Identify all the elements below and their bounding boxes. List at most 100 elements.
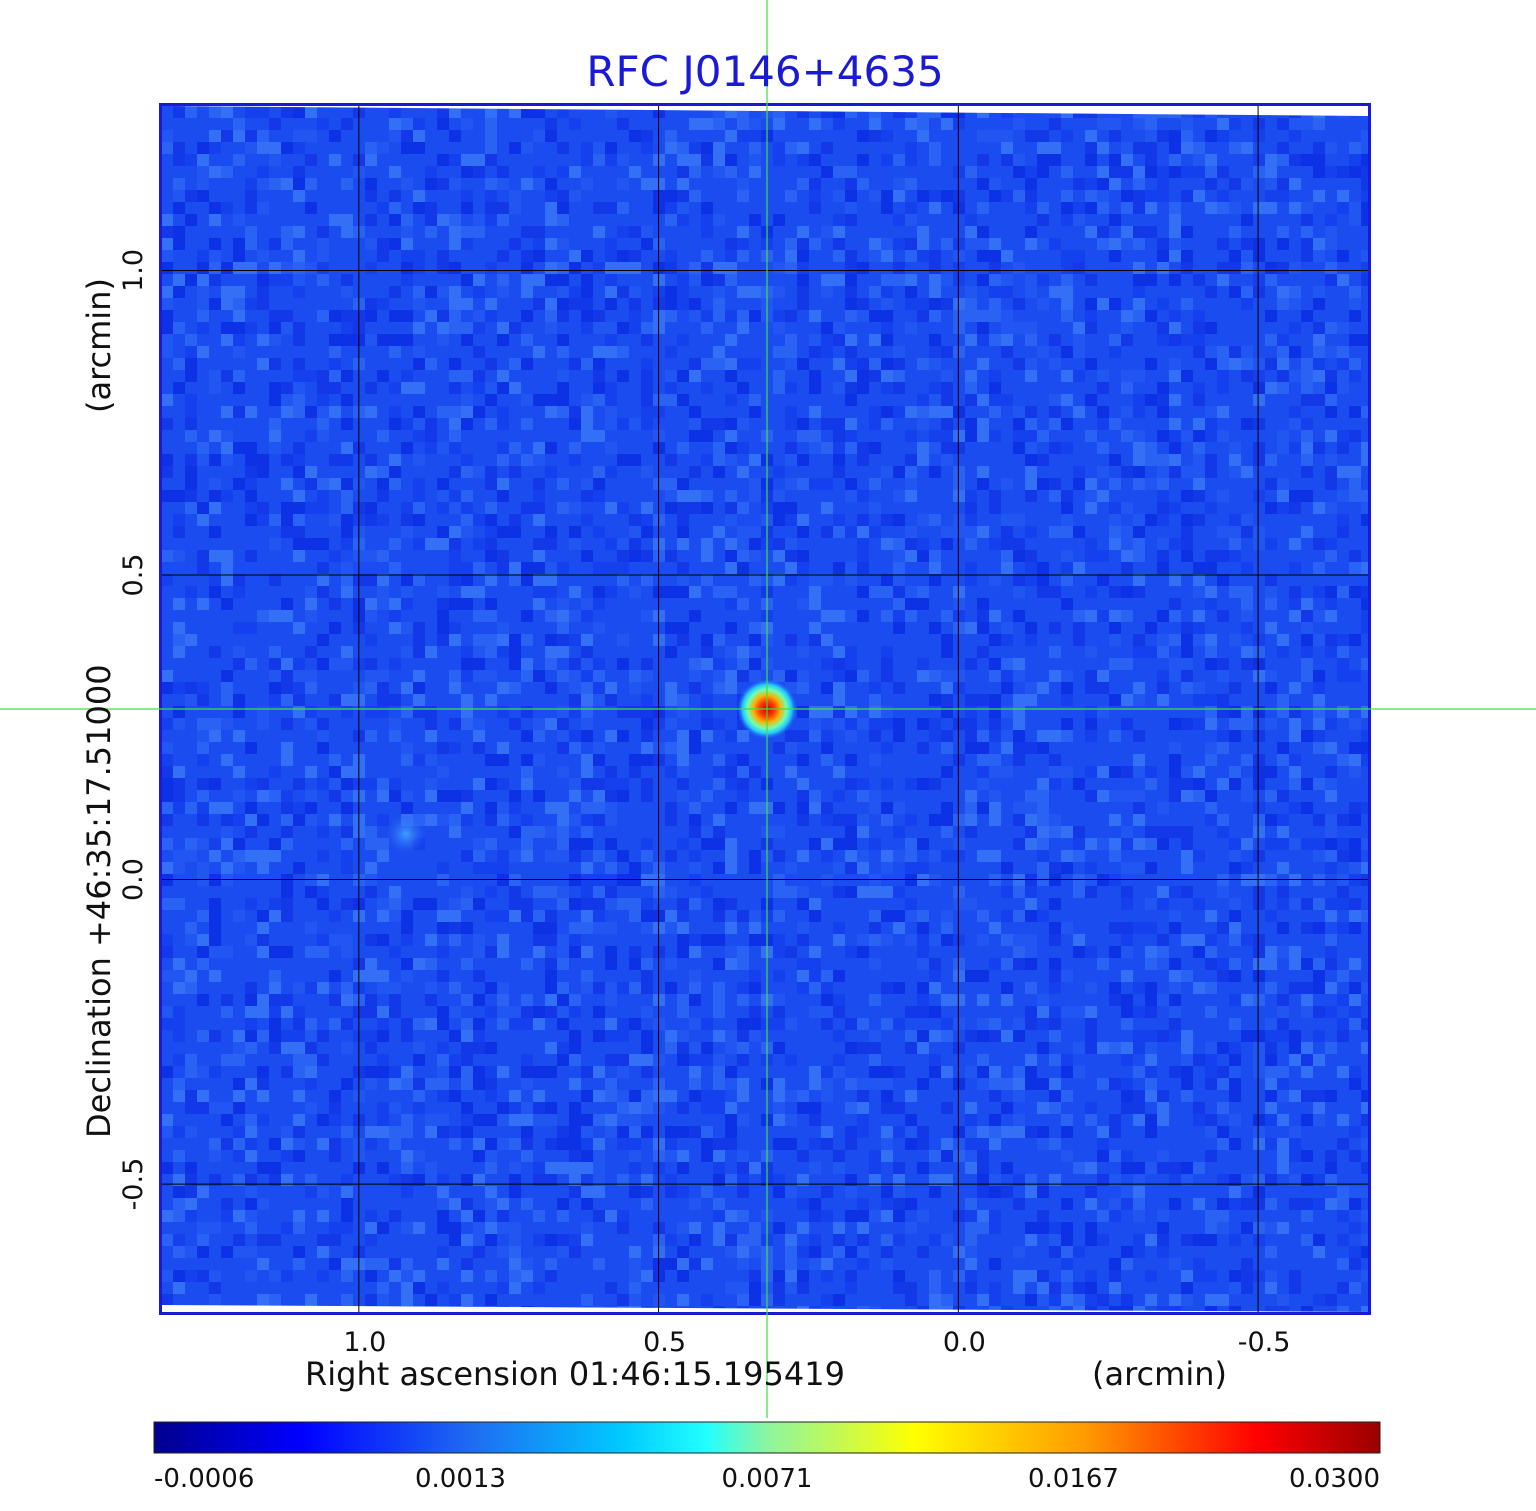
noise-pixel (809, 382, 821, 394)
noise-pixel (965, 310, 977, 322)
noise-pixel (1133, 1066, 1145, 1078)
noise-pixel (1085, 550, 1097, 562)
noise-pixel (665, 622, 677, 634)
noise-pixel (1073, 298, 1085, 310)
noise-pixel (1133, 982, 1145, 994)
noise-pixel (1181, 622, 1193, 634)
noise-pixel (1097, 1078, 1109, 1090)
noise-pixel (485, 838, 497, 850)
noise-pixel (953, 298, 965, 310)
noise-pixel (701, 382, 713, 394)
noise-pixel (221, 442, 233, 454)
noise-pixel (713, 1174, 725, 1186)
noise-pixel (389, 382, 401, 394)
noise-pixel (833, 442, 845, 454)
noise-pixel (1037, 802, 1049, 814)
noise-pixel (365, 238, 377, 250)
noise-pixel (1157, 334, 1169, 346)
noise-pixel (965, 1162, 977, 1174)
noise-pixel (1025, 622, 1037, 634)
noise-pixel (869, 250, 881, 262)
noise-pixel (1001, 322, 1013, 334)
noise-pixel (1073, 850, 1085, 862)
noise-pixel (497, 910, 509, 922)
noise-pixel (1361, 454, 1369, 466)
noise-pixel (593, 586, 605, 598)
noise-pixel (485, 634, 497, 646)
noise-pixel (401, 742, 413, 754)
noise-pixel (1229, 526, 1241, 538)
noise-pixel (1277, 946, 1289, 958)
noise-pixel (497, 1138, 509, 1150)
noise-pixel (1109, 202, 1121, 214)
noise-pixel (809, 970, 821, 982)
noise-pixel (1001, 754, 1013, 766)
noise-pixel (317, 382, 329, 394)
noise-pixel (473, 154, 485, 166)
noise-pixel (1313, 658, 1325, 670)
noise-pixel (245, 850, 257, 862)
noise-pixel (233, 766, 245, 778)
noise-pixel (233, 286, 245, 298)
noise-pixel (569, 1126, 581, 1138)
noise-pixel (713, 154, 725, 166)
noise-pixel (917, 310, 929, 322)
noise-pixel (269, 970, 281, 982)
noise-pixel (569, 670, 581, 682)
noise-pixel (497, 622, 509, 634)
noise-pixel (1073, 178, 1085, 190)
noise-pixel (617, 802, 629, 814)
noise-pixel (437, 226, 449, 238)
noise-pixel (305, 634, 317, 646)
noise-pixel (185, 298, 197, 310)
noise-pixel (593, 754, 605, 766)
noise-pixel (1181, 130, 1193, 142)
noise-pixel (1229, 898, 1241, 910)
noise-pixel (245, 1150, 257, 1162)
noise-pixel (881, 1102, 893, 1114)
noise-pixel (1169, 430, 1181, 442)
noise-pixel (581, 358, 593, 370)
noise-pixel (533, 274, 545, 286)
noise-pixel (389, 130, 401, 142)
noise-pixel (785, 262, 797, 274)
noise-pixel (173, 286, 185, 298)
noise-pixel (1061, 886, 1073, 898)
noise-pixel (1205, 1042, 1217, 1054)
noise-pixel (1049, 382, 1061, 394)
noise-pixel (1061, 322, 1073, 334)
noise-pixel (1301, 442, 1313, 454)
noise-pixel (821, 754, 833, 766)
noise-pixel (1217, 382, 1229, 394)
noise-pixel (1349, 358, 1361, 370)
noise-pixel (1289, 766, 1301, 778)
noise-pixel (245, 814, 257, 826)
noise-pixel (1265, 538, 1277, 550)
noise-pixel (1181, 430, 1193, 442)
noise-pixel (209, 934, 221, 946)
noise-pixel (185, 490, 197, 502)
noise-pixel (629, 454, 641, 466)
noise-pixel (1277, 310, 1289, 322)
noise-pixel (905, 658, 917, 670)
noise-pixel (281, 286, 293, 298)
noise-pixel (1337, 634, 1349, 646)
noise-pixel (1289, 838, 1301, 850)
noise-pixel (1097, 610, 1109, 622)
noise-pixel (449, 682, 461, 694)
noise-pixel (1145, 1114, 1157, 1126)
noise-pixel (1037, 1078, 1049, 1090)
noise-pixel (581, 1126, 593, 1138)
noise-pixel (185, 634, 197, 646)
noise-pixel (557, 346, 569, 358)
noise-pixel (305, 586, 317, 598)
noise-pixel (293, 358, 305, 370)
noise-pixel (1169, 718, 1181, 730)
noise-pixel (833, 334, 845, 346)
noise-pixel (689, 118, 701, 130)
noise-pixel (689, 1018, 701, 1030)
noise-pixel (161, 346, 173, 358)
noise-pixel (401, 382, 413, 394)
noise-pixel (1181, 718, 1193, 730)
noise-pixel (365, 922, 377, 934)
